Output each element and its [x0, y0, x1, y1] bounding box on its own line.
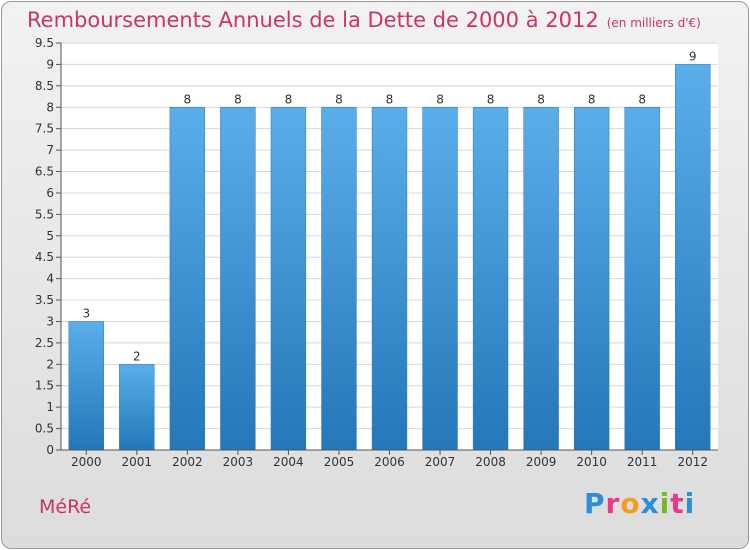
data-label: 9	[689, 49, 697, 63]
bar	[68, 321, 104, 451]
bar	[169, 107, 206, 451]
bar	[624, 107, 660, 451]
y-tick-label: 4	[46, 272, 54, 286]
data-label: 2	[133, 349, 141, 363]
y-tick-label: 1	[46, 400, 54, 414]
y-tick-label: 9	[46, 57, 54, 71]
y-tick-label: 6	[46, 186, 54, 200]
proxiti-logo: Proxiti	[584, 487, 695, 520]
bar	[371, 107, 408, 451]
x-tick-label: 2005	[324, 455, 355, 469]
x-tick-label: 2003	[223, 455, 254, 469]
x-tick-label: 2009	[526, 455, 557, 469]
x-tick-label: 2006	[374, 455, 405, 469]
bar	[422, 107, 458, 451]
y-tick-label: 0	[46, 443, 54, 457]
x-tick-label: 2002	[172, 455, 203, 469]
y-tick-label: 7.5	[35, 122, 54, 136]
y-tick-label: 6.5	[35, 165, 54, 179]
y-tick-label: 3.5	[35, 293, 54, 307]
data-label: 8	[386, 92, 394, 106]
bar	[573, 107, 610, 451]
y-tick-label: 1.5	[35, 379, 54, 393]
y-tick-label: 0.5	[35, 422, 54, 436]
data-label: 8	[234, 92, 242, 106]
data-label: 8	[638, 92, 646, 106]
x-tick-label: 2011	[627, 455, 658, 469]
logo-letter: o	[620, 487, 641, 520]
data-label: 8	[436, 92, 444, 106]
chart-subtitle: (en milliers d'€)	[606, 16, 701, 30]
title-text: Remboursements Annuels de la Dette de 20…	[27, 8, 599, 32]
bar	[220, 107, 256, 451]
data-label: 8	[487, 92, 495, 106]
bar	[270, 107, 307, 451]
logo-letter: i	[659, 487, 671, 520]
logo-letter: r	[605, 487, 621, 520]
bar	[472, 107, 509, 451]
logo-letter: t	[670, 487, 685, 520]
data-label: 8	[537, 92, 545, 106]
x-tick-label: 2004	[273, 455, 304, 469]
data-label: 8	[184, 92, 192, 106]
data-label: 8	[285, 92, 293, 106]
y-tick-label: 8.5	[35, 79, 54, 93]
bar	[675, 64, 711, 451]
y-tick-label: 4.5	[35, 250, 54, 264]
x-tick-label: 2000	[71, 455, 102, 469]
x-tick-label: 2007	[425, 455, 456, 469]
x-tick-label: 2001	[122, 455, 153, 469]
x-tick-label: 2012	[677, 455, 708, 469]
logo-letter: P	[584, 487, 606, 520]
logo-letter: i	[684, 487, 696, 520]
y-tick-label: 5	[46, 229, 54, 243]
y-tick-label: 7	[46, 143, 54, 157]
y-tick-label: 2	[46, 357, 54, 371]
data-label: 8	[588, 92, 596, 106]
data-label: 3	[82, 306, 90, 320]
logo-letter: x	[640, 487, 660, 520]
bar	[119, 364, 155, 451]
commune-name: MéRé	[39, 496, 92, 518]
chart-title: Remboursements Annuels de la Dette de 20…	[27, 8, 701, 32]
bar	[523, 107, 559, 451]
y-tick-label: 5.5	[35, 207, 54, 221]
x-tick-label: 2010	[576, 455, 607, 469]
x-tick-label: 2008	[475, 455, 506, 469]
y-tick-label: 2.5	[35, 336, 54, 350]
bar	[321, 107, 357, 451]
y-tick-label: 8	[46, 100, 54, 114]
y-tick-label: 9.5	[35, 36, 54, 50]
y-tick-label: 3	[46, 314, 54, 328]
data-label: 8	[335, 92, 343, 106]
